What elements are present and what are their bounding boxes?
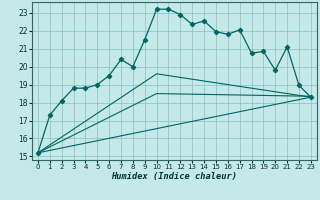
X-axis label: Humidex (Indice chaleur): Humidex (Indice chaleur)	[111, 172, 237, 181]
